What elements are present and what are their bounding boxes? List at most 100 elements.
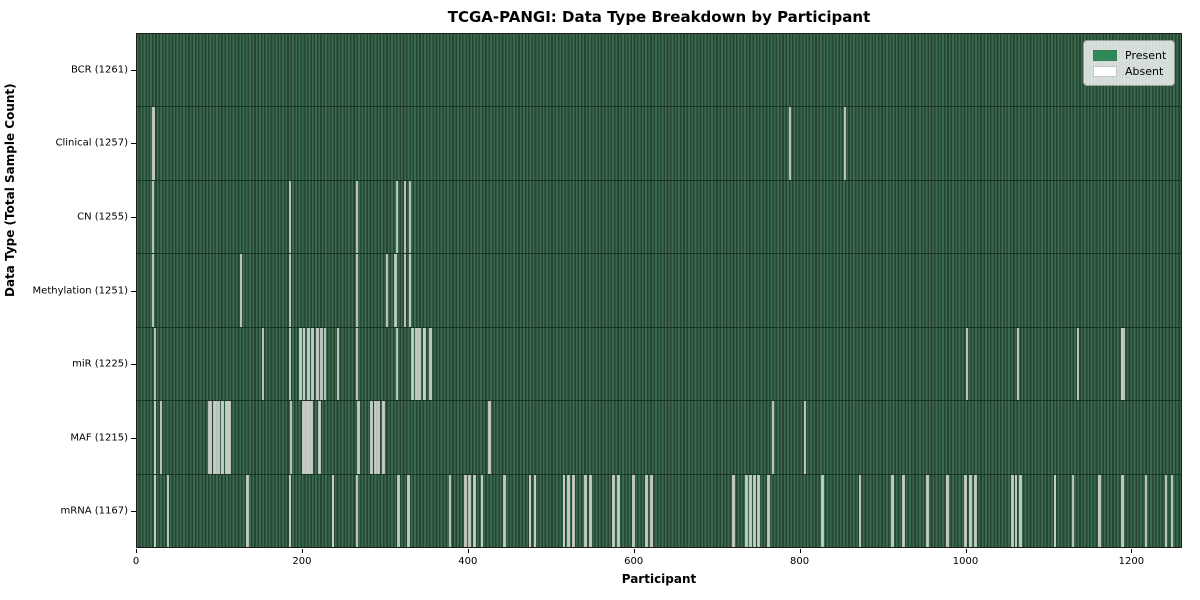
absent-mark [926,474,929,547]
absent-mark [289,474,292,547]
absent-mark [396,327,399,401]
y-tick-label: MAF (1215) [70,432,128,444]
legend-label-present: Present [1125,48,1167,62]
x-tick-label: 600 [624,556,644,567]
y-tick-label: Methylation (1251) [32,285,128,296]
absent-mark [946,474,949,547]
absent-mark [407,474,410,547]
absent-mark [320,327,323,401]
absent-mark [613,474,616,547]
chart-title: TCGA-PANGI: Data Type Breakdown by Parti… [447,8,871,26]
legend-item-absent: Absent [1093,63,1165,79]
y-tick-mark [131,70,136,71]
absent-mark [1017,327,1020,401]
absent-mark [529,474,532,547]
absent-mark [228,401,231,474]
absent-mark [153,327,156,401]
absent-mark [753,474,756,547]
absent-mark [403,180,406,254]
absent-mark [1054,474,1057,547]
x-tick-label: 0 [132,556,140,567]
absent-mark [1015,474,1018,547]
absent-mark [1099,474,1102,547]
y-tick-mark [131,511,136,512]
heatmap-row-methylation [137,253,1181,327]
absent-mark [964,474,967,547]
legend-item-present: Present [1093,47,1167,63]
absent-mark [218,401,221,474]
absent-mark [225,401,228,474]
absent-mark [382,401,385,474]
y-tick-mark [131,438,136,439]
absent-mark [1012,474,1015,547]
absent-mark [324,327,327,401]
x-tick-mark [633,549,635,553]
absent-mark [374,401,377,474]
x-tick-mark [467,549,469,553]
absent-mark [419,327,422,401]
absent-mark [804,401,807,474]
heatmap-row-mir [137,326,1181,401]
x-tick-label: 200 [292,556,312,567]
absent-mark [288,327,291,401]
absent-mark [473,474,476,547]
absent-mark [573,474,576,547]
absent-mark [974,474,977,547]
legend-label-absent: Absent [1125,64,1164,78]
absent-mark [166,474,169,547]
absent-mark [772,401,774,474]
absent-mark [1122,474,1125,547]
absent-mark [356,474,359,547]
present-swatch-icon [1093,49,1117,61]
absent-mark [310,401,313,474]
x-tick-mark [136,549,137,553]
absent-mark [767,474,770,547]
y-tick-label: miR (1225) [72,358,128,370]
absent-swatch-icon [1093,65,1117,77]
absent-mark [1019,474,1022,547]
absent-mark [646,474,649,547]
absent-mark [618,474,621,547]
y-tick-label: Clinical (1257) [55,137,129,149]
absent-mark [449,474,452,547]
heatmap-row-mrna [137,473,1181,547]
absent-mark [336,327,339,401]
absent-mark [356,327,359,401]
absent-mark [1171,474,1174,547]
legend: Present Absent [1083,40,1175,86]
absent-mark [154,474,157,547]
absent-mark [468,474,471,547]
absent-mark [307,327,310,401]
absent-mark [289,180,292,254]
absent-mark [409,254,412,327]
y-axis-label: Data Type (Total Sample Count) [3,83,17,297]
absent-mark [1123,327,1126,401]
absent-mark [821,474,824,547]
absent-mark [303,327,306,401]
absent-mark [1071,474,1074,547]
absent-mark [749,474,752,547]
absent-mark [397,474,400,547]
absent-mark [416,327,418,401]
y-tick-label: mRNA (1167) [60,505,128,517]
y-tick-mark [131,291,136,292]
absent-mark [1145,474,1148,547]
absent-mark [488,401,491,474]
absent-mark [481,474,484,547]
absent-mark [430,327,433,401]
absent-mark [757,474,760,547]
absent-mark [154,401,157,474]
x-tick-label: 1000 [952,556,979,567]
y-tick-mark [131,217,136,218]
absent-mark [892,474,895,547]
absent-mark [464,474,467,547]
x-tick-mark [301,549,303,553]
absent-mark [396,180,399,254]
heatmap-plot-area [136,33,1182,548]
absent-mark [308,401,311,474]
absent-mark [844,107,847,180]
x-tick-label: 400 [458,556,478,567]
absent-mark [303,401,306,474]
absent-mark [222,401,225,474]
